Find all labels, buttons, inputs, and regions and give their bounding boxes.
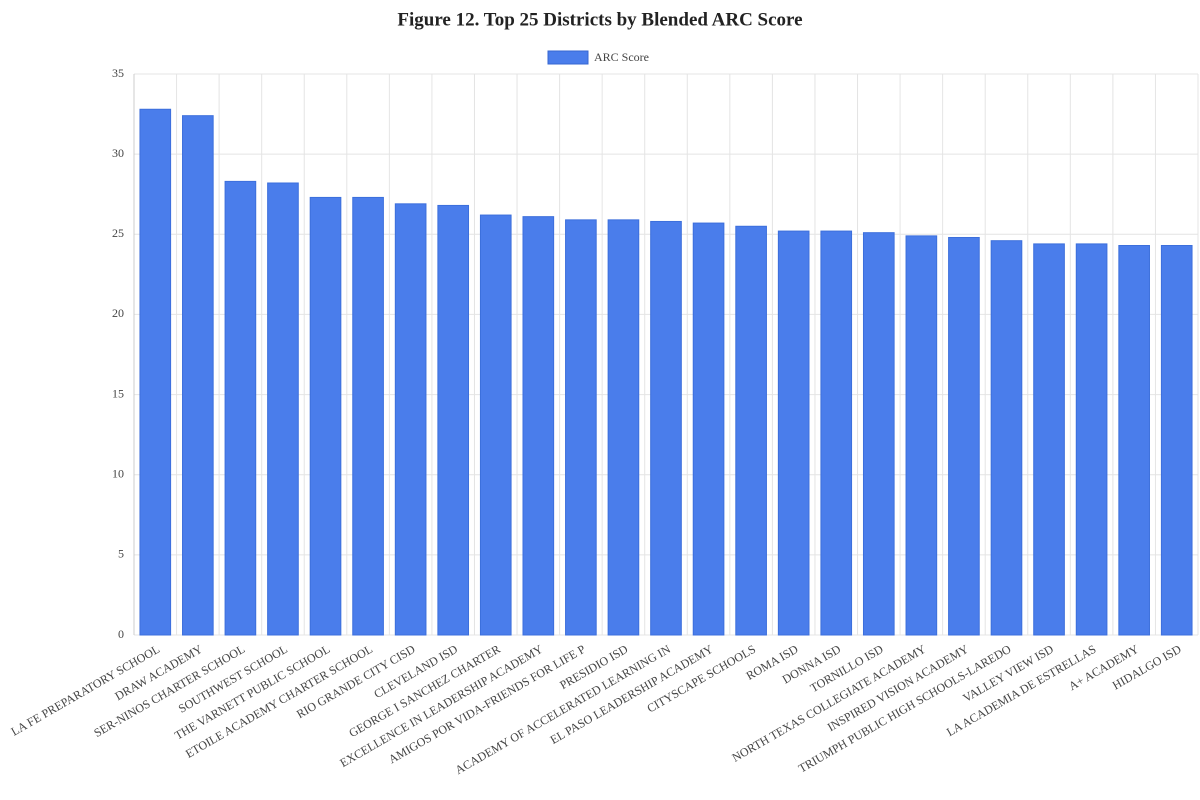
- bar: [309, 196, 342, 636]
- chart-title: Figure 12. Top 25 Districts by Blended A…: [397, 9, 802, 30]
- bar: [1075, 243, 1108, 636]
- bar: [224, 180, 257, 636]
- y-tick-label: 20: [112, 306, 124, 320]
- bar: [862, 232, 895, 636]
- bar: [394, 203, 427, 636]
- bar: [182, 115, 214, 636]
- bar: [650, 220, 682, 636]
- y-tick-label: 35: [112, 66, 124, 80]
- y-tick-label: 25: [112, 226, 124, 240]
- bar: [267, 182, 299, 636]
- y-tick-label: 10: [112, 466, 124, 480]
- y-tick-label: 15: [112, 386, 124, 400]
- legend-label: ARC Score: [594, 50, 649, 64]
- y-tick-label: 5: [118, 547, 124, 561]
- bar: [352, 196, 384, 636]
- y-tick-label: 30: [112, 146, 124, 160]
- bar: [139, 108, 172, 636]
- bar: [437, 204, 470, 636]
- bar: [607, 219, 640, 636]
- bar: [1160, 245, 1193, 636]
- bar: [990, 240, 1023, 636]
- bar: [522, 216, 555, 636]
- bar: [692, 222, 725, 636]
- bar: [1033, 243, 1065, 636]
- bar: [1118, 245, 1150, 636]
- y-tick-label: 0: [118, 627, 124, 641]
- bar: [905, 235, 938, 636]
- bar: [777, 230, 810, 636]
- bar: [820, 230, 853, 636]
- bar: [735, 225, 767, 636]
- bar: [565, 219, 597, 636]
- bar: [948, 236, 980, 636]
- legend-swatch: [547, 50, 589, 65]
- bar: [479, 214, 512, 636]
